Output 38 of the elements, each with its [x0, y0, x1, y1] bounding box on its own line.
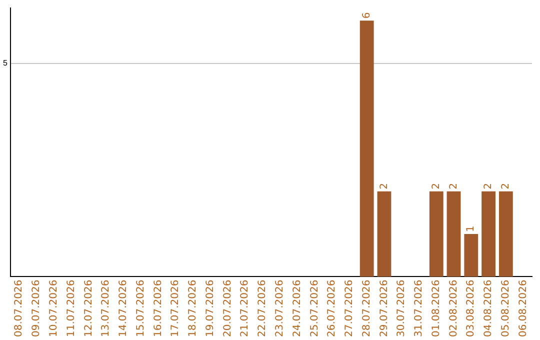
x-tick-label: 10.07.2026	[48, 280, 60, 338]
data-label: 1	[466, 226, 477, 232]
x-tick-label: 23.07.2026	[274, 280, 286, 338]
data-label: 2	[430, 182, 442, 190]
x-tick-label: 13.07.2026	[100, 280, 112, 338]
x-tick-label: 29.07.2026	[378, 280, 390, 338]
x-tick-label: 04.08.2026	[483, 280, 494, 338]
x-tick-label: 08.07.2026	[14, 280, 25, 338]
x-tick-label: 11.07.2026	[66, 280, 77, 338]
x-tick-label: 21.07.2026	[240, 280, 251, 338]
x-tick-label: 28.07.2026	[361, 280, 372, 338]
x-tick-label: 26.07.2026	[326, 280, 338, 338]
x-tick-label: 24.07.2026	[292, 280, 303, 338]
x-tick-label: 31.07.2026	[414, 280, 425, 338]
data-label: 2	[483, 182, 494, 190]
x-tick-label: 14.07.2026	[118, 280, 130, 338]
x-tick-label: 19.07.2026	[204, 280, 216, 338]
x-tick-label: 22.07.2026	[257, 280, 268, 338]
x-tick-label: 20.07.2026	[222, 280, 234, 338]
data-label: 6	[361, 12, 372, 19]
x-tick-label: 03.08.2026	[466, 280, 477, 338]
data-label: 2	[500, 182, 512, 190]
data-label: 2	[378, 182, 390, 190]
x-tick-label: 25.07.2026	[309, 280, 320, 338]
x-tick-label: 05.08.2026	[500, 280, 512, 338]
x-tick-label: 18.07.2026	[188, 280, 199, 338]
x-tick-label: 15.07.2026	[135, 280, 146, 338]
data-label: 2	[448, 182, 460, 190]
x-tick-label: 27.07.2026	[344, 280, 356, 338]
x-tick-label: 02.08.2026	[448, 280, 460, 338]
x-tick-label: 06.08.2026	[518, 280, 529, 338]
x-tick-label: 12.07.2026	[83, 280, 94, 338]
x-tick-label: 17.07.2026	[170, 280, 182, 338]
x-tick-label: 09.07.2026	[31, 280, 42, 338]
x-tick-label: 30.07.2026	[396, 280, 408, 338]
y-tick-label: 5	[2, 58, 8, 68]
x-tick-label: 16.07.2026	[152, 280, 164, 338]
x-tick-label: 01.08.2026	[430, 280, 442, 338]
